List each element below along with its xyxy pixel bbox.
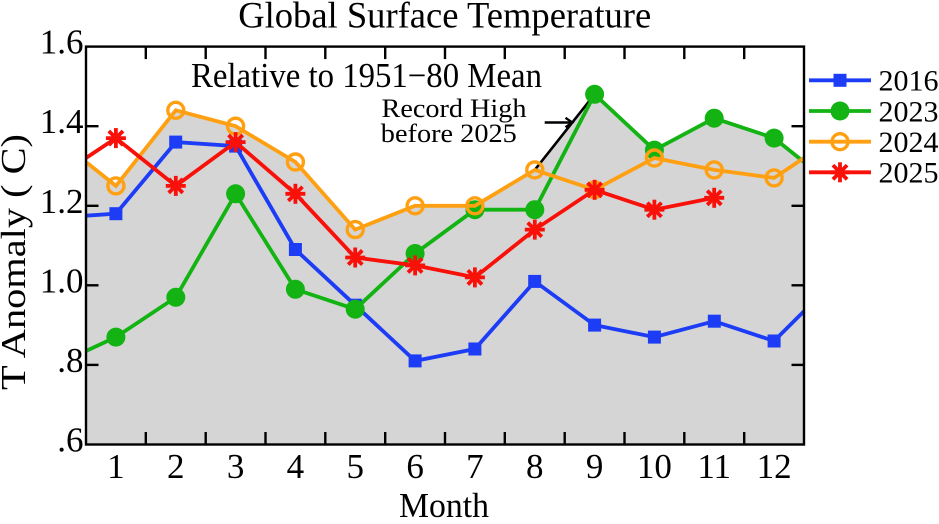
svg-text:1.2: 1.2 [40,182,84,221]
svg-text:3: 3 [227,447,245,486]
svg-text:7: 7 [466,447,484,486]
svg-text:1.6: 1.6 [40,23,84,62]
svg-text:9: 9 [586,447,604,486]
svg-text:1.4: 1.4 [40,102,84,141]
svg-text:5: 5 [346,447,364,486]
svg-text:6: 6 [406,447,424,486]
svg-text:Record High: Record High [382,94,527,123]
svg-text:2024: 2024 [879,126,939,159]
svg-text:1: 1 [107,447,125,486]
svg-text:2016: 2016 [879,65,939,98]
svg-text:4: 4 [287,447,305,486]
svg-text:8: 8 [526,447,544,486]
svg-text:T Anomaly ( C): T Anomaly ( C) [0,134,33,390]
svg-text:11: 11 [697,447,731,486]
svg-text:before 2025: before 2025 [381,119,517,148]
svg-text:2025: 2025 [879,157,939,190]
svg-text:.8: .8 [57,341,83,380]
svg-text:10: 10 [637,447,672,486]
svg-text:.6: .6 [57,421,83,460]
svg-text:12: 12 [757,447,792,486]
svg-text:Relative to 1951−80 Mean: Relative to 1951−80 Mean [191,56,542,95]
svg-text:Month: Month [399,486,489,519]
svg-text:2023: 2023 [879,95,939,128]
svg-text:Global Surface Temperature: Global Surface Temperature [238,0,651,37]
svg-text:1.0: 1.0 [40,261,84,300]
svg-text:2: 2 [167,447,185,486]
